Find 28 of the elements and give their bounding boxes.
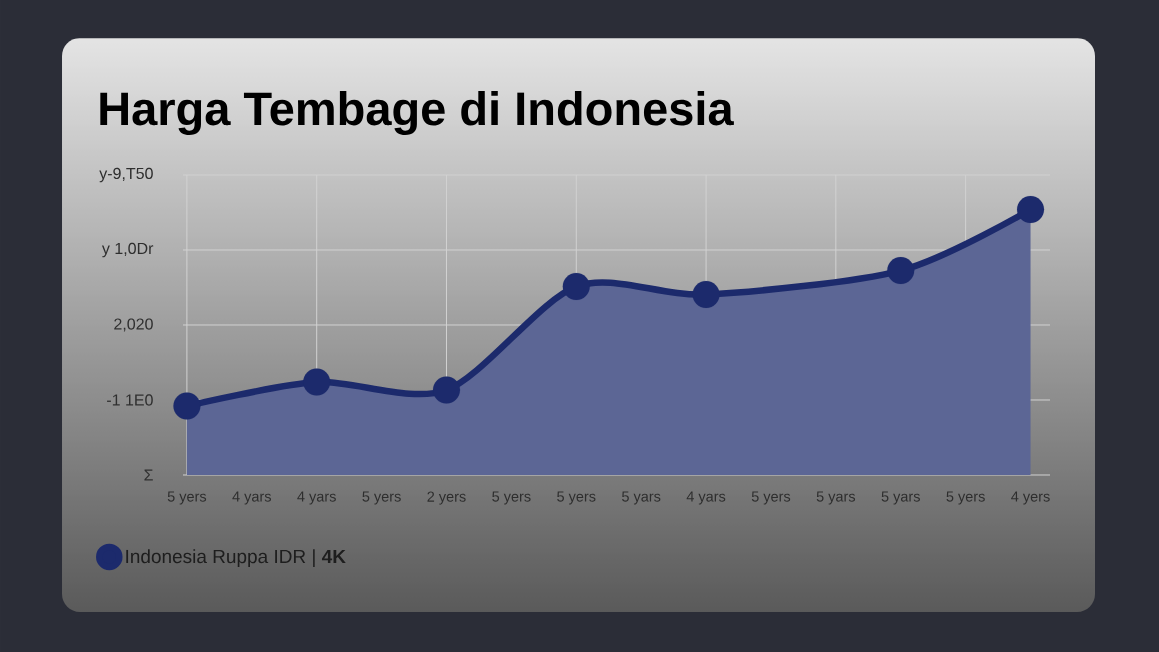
- point: [303, 368, 331, 396]
- x-tick-label: 2 yers: [427, 491, 466, 505]
- text: y 1,0Dr: [101, 242, 154, 258]
- point: [173, 392, 201, 420]
- x-tick-label: 4 yars: [232, 491, 271, 505]
- x-tick-label: 4 yars: [686, 491, 726, 505]
- x-tick-label: 5 yars: [816, 491, 856, 505]
- x-tick-label: 5 yers: [362, 491, 401, 505]
- x-tick-label: 4 yars: [297, 491, 336, 505]
- text: -1 1E0: [107, 394, 153, 406]
- x-tick-label: 5 yers: [557, 491, 596, 505]
- x-tick-label: 5 yers: [946, 491, 985, 505]
- text: y-9,T50: [99, 167, 153, 183]
- chart-title: Harga Tembage di Indonesia: [100, 90, 734, 135]
- x-tick-label: 5 yers: [492, 491, 531, 505]
- x-tick-label: 5 yars: [881, 491, 920, 505]
- text: Σ: [144, 469, 153, 481]
- point: [562, 272, 590, 301]
- text: 2,020: [114, 318, 153, 332]
- point: [692, 280, 720, 309]
- legend-label: Indonesia Ruppa IDR | 4K: [126, 549, 346, 568]
- point: [887, 257, 915, 285]
- point: [432, 376, 461, 404]
- point: [1016, 195, 1045, 224]
- x-tick-label: 5 yers: [167, 491, 207, 505]
- x-tick-label: 5 yers: [751, 491, 791, 505]
- x-tick-label: 4 yers: [1011, 491, 1050, 505]
- x-tick-label: 5 yars: [622, 491, 661, 505]
